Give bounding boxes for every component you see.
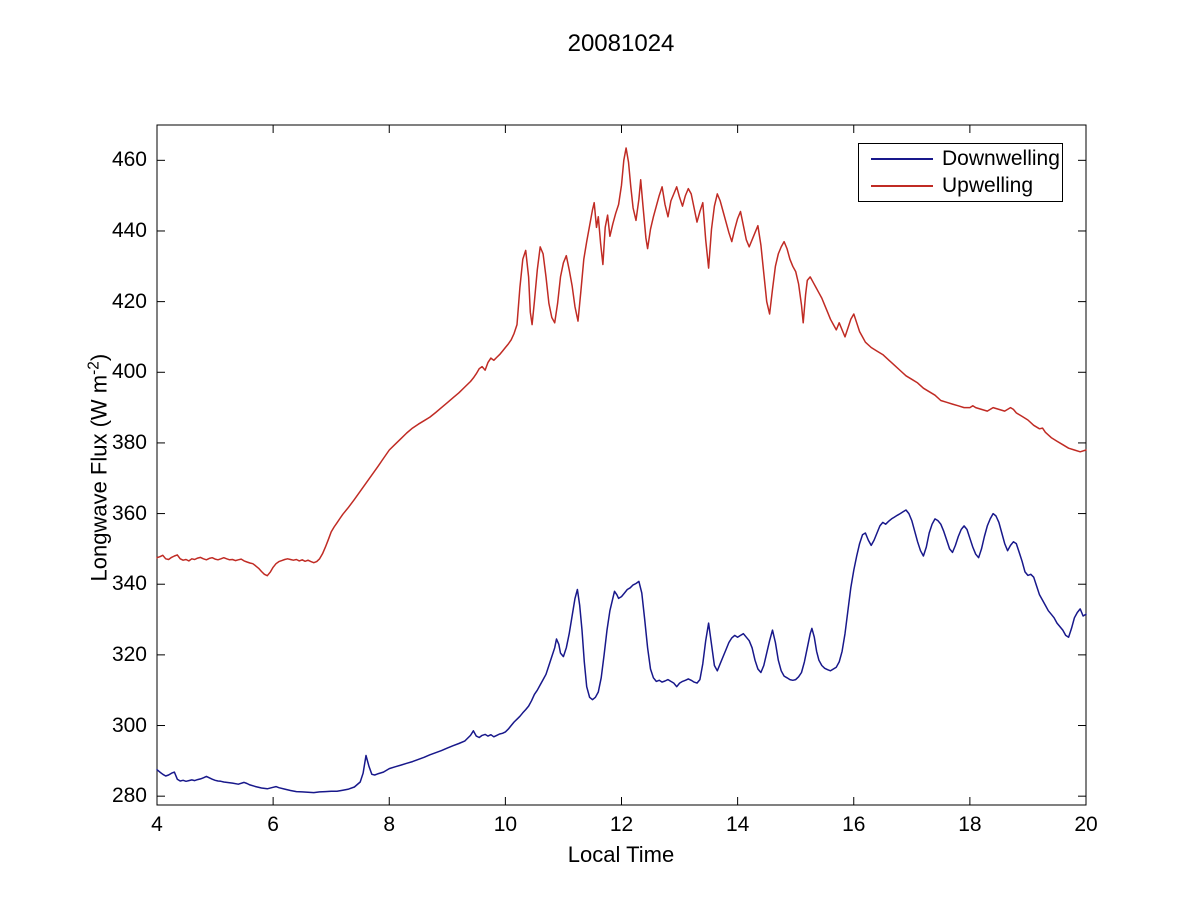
x-tick-label: 20 bbox=[1074, 813, 1098, 836]
x-tick-label: 12 bbox=[609, 813, 634, 836]
x-tick-label: 14 bbox=[725, 813, 750, 836]
x-tick-label: 16 bbox=[842, 813, 866, 836]
downwelling-line-sample bbox=[871, 158, 933, 160]
legend: Downwelling Upwelling bbox=[858, 143, 1063, 202]
x-tick-label: 4 bbox=[151, 813, 163, 836]
legend-label-upwelling: Upwelling bbox=[942, 174, 1034, 197]
upwelling-line-sample bbox=[871, 185, 933, 187]
y-tick-label: 440 bbox=[111, 218, 147, 242]
y-axis-label-text: Longwave Flux (W m bbox=[86, 374, 112, 582]
x-tick-label: 8 bbox=[383, 813, 396, 836]
upwelling-series-line bbox=[156, 147, 1087, 577]
y-tick-label: 300 bbox=[111, 713, 147, 737]
x-axis-label: Local Time bbox=[567, 842, 675, 867]
y-tick-label: 340 bbox=[111, 572, 147, 596]
y-tick-label: 400 bbox=[111, 360, 147, 384]
y-tick-label: 360 bbox=[111, 501, 147, 525]
legend-entry-downwelling: Downwelling bbox=[859, 147, 1062, 171]
y-tick-label: 420 bbox=[111, 289, 147, 313]
y-tick-label: 460 bbox=[111, 148, 147, 172]
y-tick-label: 380 bbox=[111, 430, 147, 454]
x-tick-label: 10 bbox=[493, 813, 518, 836]
chart-title: 20081024 bbox=[567, 30, 675, 57]
downwelling-series-line bbox=[156, 509, 1087, 794]
y-tick-label: 320 bbox=[111, 642, 147, 666]
legend-label-downwelling: Downwelling bbox=[942, 147, 1060, 170]
axes-box bbox=[156, 124, 1087, 806]
y-tick-label: 280 bbox=[111, 784, 147, 808]
legend-entry-upwelling: Upwelling bbox=[859, 174, 1062, 198]
x-tick-label: 6 bbox=[267, 813, 279, 836]
x-tick-label: 18 bbox=[958, 813, 982, 836]
